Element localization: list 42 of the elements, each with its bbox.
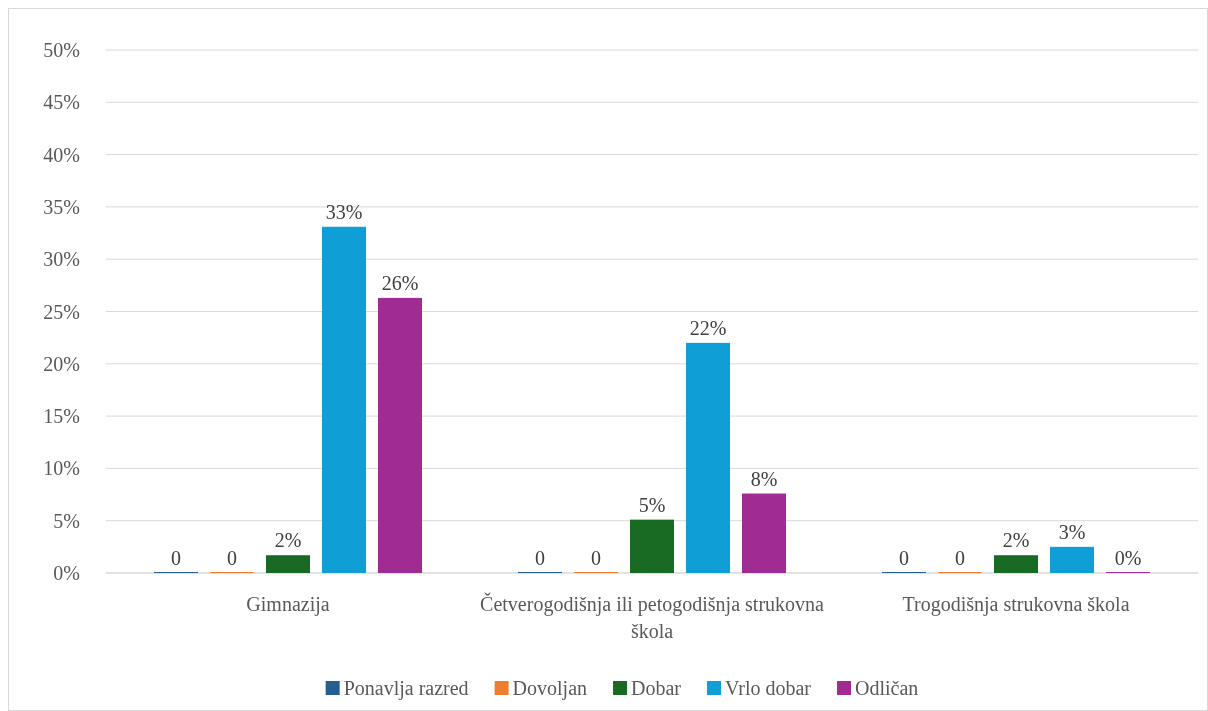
data-label: 33% [325,200,363,223]
y-tick-label: 40% [43,143,80,166]
data-label: 2% [274,529,302,552]
y-tick-label: 30% [43,248,80,271]
y-tick-label: 50% [43,39,80,61]
data-label: 0 [591,547,601,569]
data-label: 22% [689,316,727,339]
y-tick-label: 25% [43,300,80,323]
y-tick-label: 15% [43,405,80,428]
data-label: 3% [1058,520,1086,543]
legend-label: Vrlo dobar [725,677,812,699]
bar [322,226,366,573]
y-tick-label: 10% [43,457,80,480]
bar [1050,546,1094,573]
legend-label: Ponavlja razred [343,677,469,700]
bar [742,493,786,573]
legend-label: Dovoljan [512,677,588,700]
y-tick-label: 0% [53,562,80,584]
data-label: 26% [381,271,419,294]
bar [378,297,422,573]
y-tick-label: 5% [53,509,80,532]
legend-label: Dobar [631,677,682,699]
bar [686,342,730,573]
data-label: 2% [1002,529,1030,552]
data-label: 0 [171,547,181,569]
bar [630,519,674,573]
y-tick-label: 20% [43,352,80,375]
bar [994,555,1038,573]
data-label: 0 [955,547,965,569]
x-tick-label: Trogodišnja strukovna škola [902,593,1130,616]
bar [266,555,310,573]
x-tick-label: Gimnazija [246,593,330,616]
x-tick-label: Četverogodišnja ili petogodišnja strukovna škola [480,592,825,642]
data-label: 0 [227,547,237,569]
data-label: 5% [638,493,666,516]
data-label: 8% [750,467,778,490]
y-tick-label: 45% [43,91,80,114]
y-tick-label: 35% [43,195,80,218]
data-label: 0 [899,547,909,569]
data-label: 0% [1114,547,1142,569]
legend-label: Odličan [855,677,919,699]
data-label: 0 [535,547,545,569]
